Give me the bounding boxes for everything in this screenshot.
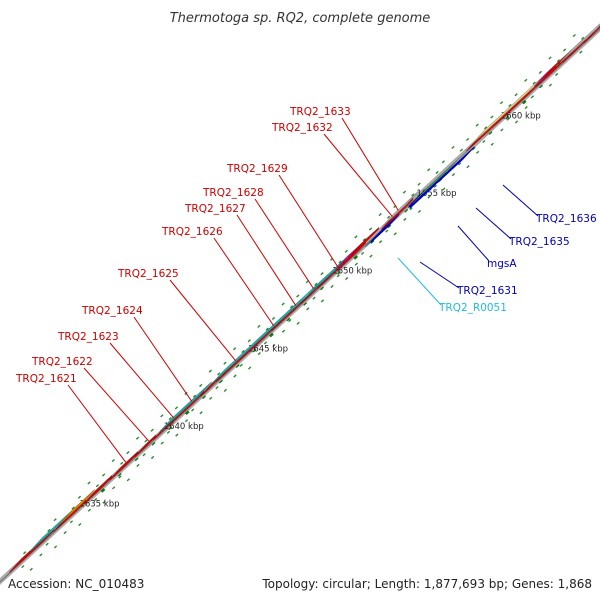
- cds-cyan-block: [160, 381, 212, 432]
- scale-tick: [353, 255, 359, 260]
- gene-label: TRQ2_1622: [31, 356, 93, 368]
- scale-tick: [539, 84, 543, 89]
- label-leader-line: [278, 174, 339, 267]
- scale-tick: [370, 239, 375, 244]
- scale-tick: [404, 208, 409, 213]
- scale-ticks: 1635 kbp 1640 kbp 1645 kbp 1650 kbp 1655 kbp…: [79, 84, 543, 510]
- label-leader-line: [323, 133, 393, 217]
- scale-tick: [202, 395, 206, 400]
- label-leader-line: [457, 225, 490, 262]
- scale-tick: [269, 332, 274, 338]
- cds-forward-arrow: [109, 451, 139, 481]
- scale-tick: [117, 473, 122, 477]
- gene-label: TRQ2_1624: [81, 305, 143, 317]
- gene-label: TRQ2_1626: [161, 226, 223, 238]
- cds-reverse-arrow: [409, 172, 447, 210]
- gene-label: mgsA: [487, 258, 517, 270]
- label-leader-line: [133, 316, 193, 402]
- gene-label: TRQ2_1623: [57, 331, 119, 343]
- cds-reverse-arrow: [370, 214, 400, 244]
- label-leader-line: [169, 279, 237, 362]
- cds-reverse-arrow: [437, 146, 475, 184]
- cds-forward-arrow: [583, 25, 600, 44]
- cds-forward-arrow: [134, 434, 157, 458]
- scale-tick: [252, 348, 257, 353]
- cds-forward-arrow: [348, 226, 380, 259]
- scale-tick-label: 1645 kbp: [248, 344, 288, 354]
- scale-tick: [488, 131, 493, 136]
- cds-forward-arrow: [83, 474, 113, 505]
- gene-label: TRQ2_1625: [117, 268, 179, 280]
- label-leader-line: [213, 237, 275, 327]
- gene-label: TRQ2_1636: [535, 213, 597, 225]
- scale-tick-label: 1655 kbp: [416, 189, 456, 199]
- scale-tick-label: 1660 kbp: [501, 111, 541, 121]
- scale-tick: [387, 224, 392, 229]
- accession-text: Accession: NC_010483: [8, 577, 144, 591]
- gene-label: TRQ2_1621: [15, 373, 77, 385]
- scale-tick-label: 1635 kbp: [79, 500, 119, 510]
- gene-label: TRQ2_1635: [508, 236, 570, 248]
- scale-tick-label: 1640 kbp: [164, 422, 204, 432]
- scale-tick: [218, 379, 223, 384]
- genome-stats-text: Topology: circular; Length: 1,877,693 bp…: [261, 577, 592, 591]
- label-leader-line: [475, 207, 512, 240]
- gene-label: TRQ2_R0051: [438, 302, 507, 314]
- gray-block: [560, 23, 600, 63]
- gene-label: TRQ2_1628: [202, 187, 264, 199]
- scale-tick: [471, 146, 476, 151]
- scale-tick: [505, 115, 510, 120]
- scale-tick: [100, 488, 106, 493]
- label-leader-line: [236, 214, 297, 306]
- label-leader-line: [341, 117, 399, 211]
- map-title: Thermotoga sp. RQ2, complete genome: [170, 11, 431, 26]
- gene-label: TRQ2_1627: [184, 203, 246, 215]
- scale-tick: [168, 426, 173, 431]
- label-leader-line: [397, 257, 442, 306]
- scale-tick: [320, 286, 324, 291]
- scale-tick: [336, 271, 341, 275]
- label-leader-line: [254, 198, 315, 290]
- scale-tick: [134, 457, 139, 462]
- scale-tick-label: 1650 kbp: [332, 267, 372, 277]
- gene-label: TRQ2_1633: [289, 106, 351, 118]
- scale-tick: [303, 302, 308, 306]
- gene-label: TRQ2_1632: [271, 122, 333, 134]
- gene-labels: TRQ2_1633 TRQ2_1632 TRQ2_1629 TRQ2_1628 TRQ2…: [15, 106, 597, 463]
- scale-tick: [184, 410, 190, 416]
- gray-block: [382, 190, 419, 227]
- scale-tick: [151, 441, 156, 446]
- label-leader-line: [419, 261, 460, 289]
- grid-dots: [21, 33, 585, 571]
- label-leader-line: [502, 184, 539, 217]
- features: [9, 23, 600, 573]
- scale-tick: [235, 364, 240, 369]
- label-leader-line: [67, 384, 127, 463]
- orange-block: [60, 489, 95, 524]
- label-leader-line: [109, 342, 175, 419]
- scale-tick: [521, 99, 527, 105]
- gene-label: TRQ2_1629: [226, 163, 288, 175]
- scale-tick: [286, 317, 291, 322]
- label-leader-line: [83, 367, 150, 442]
- cds-forward-arrow: [381, 197, 414, 230]
- gene-label: TRQ2_1631: [456, 285, 518, 297]
